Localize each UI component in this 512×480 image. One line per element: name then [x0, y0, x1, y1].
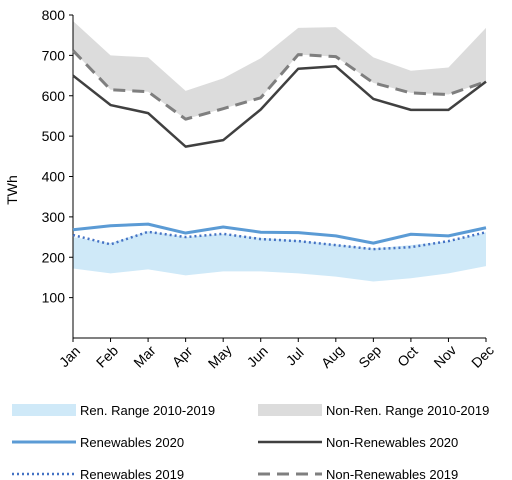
range-bands — [73, 21, 486, 282]
axes — [69, 14, 487, 342]
series-renewables-2020 — [72, 222, 487, 245]
series-non-renewables-2019 — [71, 49, 487, 121]
legend-item-renewables-2019: Renewables 2019 — [12, 467, 184, 480]
y-tick-label: 800 — [42, 7, 66, 23]
y-tick-labels: 100 200 300 400 500 600 700 800 — [42, 7, 66, 306]
x-tick-label: Mar — [130, 342, 159, 371]
x-tick-label: Nov — [430, 342, 459, 371]
legend-item-renewables-2020: Renewables 2020 — [12, 435, 184, 450]
y-tick-label: 200 — [42, 249, 66, 265]
x-tick-label: Feb — [93, 342, 122, 371]
legend-item-ren-range-2010-2019: Ren. Range 2010-2019 — [12, 403, 215, 418]
y-tick-label: 400 — [42, 169, 66, 185]
y-tick-label: 700 — [42, 47, 66, 63]
legend: Ren. Range 2010-2019 Non-Ren. Range 2010-… — [12, 403, 489, 480]
band-ren-range-2010-2019 — [73, 231, 486, 282]
x-tick-label: Jul — [283, 344, 307, 368]
x-tick-label: Dec — [468, 342, 497, 371]
legend-label: Renewables 2020 — [80, 435, 184, 450]
x-tick-label: Jun — [244, 343, 271, 370]
series-lines — [71, 49, 487, 251]
legend-swatch — [12, 404, 76, 416]
x-tick-label: Aug — [318, 342, 347, 371]
legend-item-non-renewables-2019: Non-Renewables 2019 — [258, 467, 458, 480]
x-tick-labels: Jan Feb Mar Apr May Jun Jul Aug Sep Oct Nov Dec — [56, 341, 497, 371]
x-tick-label: Jan — [56, 343, 83, 370]
x-tick-label: Oct — [394, 343, 421, 370]
y-tick-label: 600 — [42, 88, 66, 104]
legend-label: Non-Renewables 2019 — [326, 467, 458, 480]
legend-item-non-ren-range-2010-2019: Non-Ren. Range 2010-2019 — [258, 403, 489, 418]
x-tick-label: Sep — [355, 342, 384, 371]
legend-label: Ren. Range 2010-2019 — [80, 403, 215, 418]
legend-label: Non-Ren. Range 2010-2019 — [326, 403, 489, 418]
legend-swatch — [258, 404, 322, 416]
legend-item-non-renewables-2020: Non-Renewables 2020 — [258, 435, 458, 450]
series-non-renewables-2020 — [72, 65, 487, 148]
x-tick-label: May — [205, 341, 235, 371]
legend-label: Non-Renewables 2020 — [326, 435, 458, 450]
band-non-ren-range-2010-2019 — [73, 21, 486, 120]
y-axis-title: TWh — [4, 175, 20, 205]
y-tick-label: 500 — [42, 128, 66, 144]
y-tick-label: 300 — [42, 209, 66, 225]
y-tick-label: 100 — [42, 290, 66, 306]
x-tick-label: Apr — [169, 343, 196, 370]
series-renewables-2019 — [72, 230, 487, 251]
legend-label: Renewables 2019 — [80, 467, 184, 480]
